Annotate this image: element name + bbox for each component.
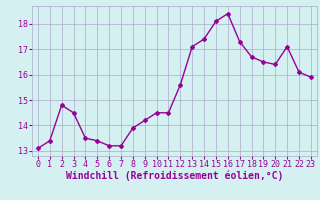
X-axis label: Windchill (Refroidissement éolien,°C): Windchill (Refroidissement éolien,°C) [66, 171, 283, 181]
